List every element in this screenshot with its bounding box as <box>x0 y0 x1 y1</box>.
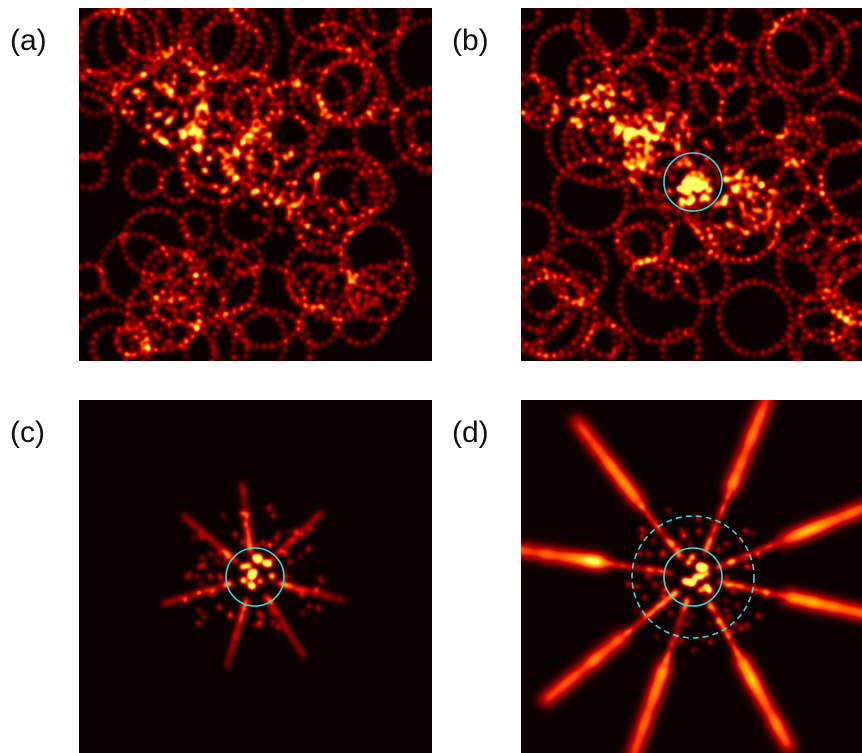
speckle-canvas-b <box>521 8 862 361</box>
speckle-canvas-d <box>521 400 862 753</box>
panel-label-a: (a) <box>10 24 47 57</box>
overlay-c <box>225 547 285 607</box>
speckle-canvas-a <box>79 8 432 361</box>
focus-circle-c <box>225 547 285 607</box>
speckle-image-d <box>521 400 862 753</box>
overlay-b <box>663 152 723 212</box>
overlay-d <box>631 515 755 639</box>
speckle-image-a <box>79 8 432 361</box>
speckle-image-b <box>521 8 862 361</box>
panel-label-c: (c) <box>10 416 45 449</box>
panel-label-b: (b) <box>452 24 489 57</box>
focus-circle-b <box>663 152 723 212</box>
focus-circle-d <box>663 547 723 607</box>
speckle-canvas-c <box>79 400 432 753</box>
panel-label-d: (d) <box>452 416 489 449</box>
speckle-image-c <box>79 400 432 753</box>
outer-dashed-circle-d <box>631 515 755 639</box>
